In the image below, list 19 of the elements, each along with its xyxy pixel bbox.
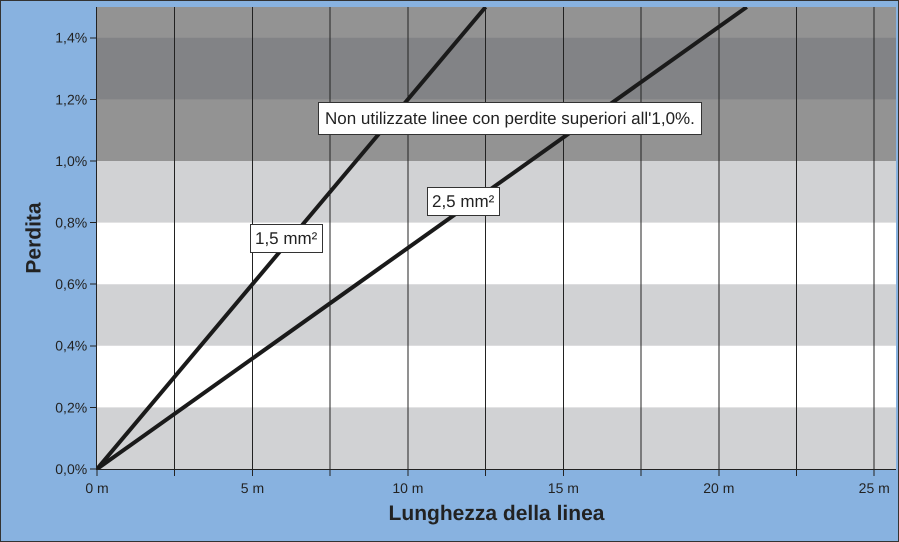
y-tick-label: 0,0%: [55, 460, 88, 477]
x-tick-label: 25 m: [858, 480, 890, 496]
y-tick-label: 0,6%: [55, 276, 88, 292]
x-axis-title: Lunghezza della linea: [388, 502, 605, 525]
y-tick-label: 1,4%: [55, 30, 88, 46]
series-label: 1,5 mm²: [255, 229, 318, 248]
x-tick-label: 20 m: [703, 480, 734, 496]
x-tick-label: 10 m: [392, 480, 424, 496]
x-tick-label: 5 m: [240, 480, 264, 496]
y-axis-title: Perdita: [22, 202, 46, 274]
series-label: 2,5 mm²: [432, 192, 495, 211]
y-tick-label: 1,2%: [55, 91, 88, 108]
y-tick-label: 0,2%: [55, 399, 88, 416]
y-tick-label: 1,0%: [55, 152, 88, 169]
y-tick-label: 0,4%: [55, 338, 88, 354]
x-tick-label: 0 m: [85, 480, 109, 496]
y-tick-label: 0,8%: [55, 214, 88, 230]
x-tick-label: 15 m: [548, 480, 579, 496]
annotation: Non utilizzate linee con perdite superiori all'1,0%.: [325, 109, 695, 128]
